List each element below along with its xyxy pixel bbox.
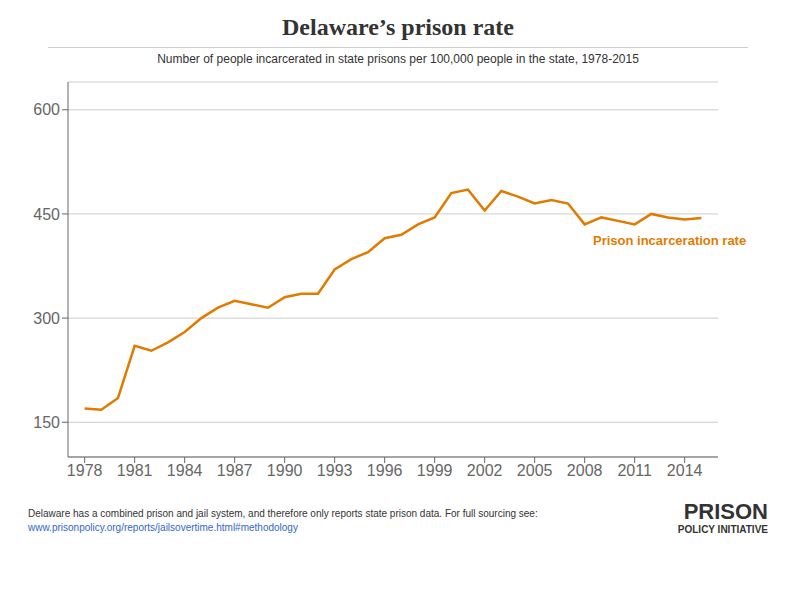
svg-text:450: 450	[33, 206, 60, 223]
html-text:Delaware has a combined prison: Delaware has a combined prison and jail …	[28, 508, 538, 519]
svg-text:150: 150	[33, 414, 60, 431]
svg-text:2005: 2005	[517, 462, 553, 479]
html-text:PRISON: PRISON	[683, 499, 768, 524]
svg-text:2002: 2002	[467, 462, 503, 479]
svg-text:2011: 2011	[617, 462, 652, 479]
html-text:www.prisonpolicy.org/reports/j: www.prisonpolicy.org/reports/jailsoverti…	[28, 522, 298, 533]
svg-text:600: 600	[33, 101, 60, 118]
svg-text:1984: 1984	[167, 462, 203, 479]
html-text:Number of people incarcerated: Number of people incarcerated in state p…	[157, 52, 639, 66]
html-text:POLICY INITIATIVE: POLICY INITIATIVE	[677, 524, 768, 535]
svg-text:1996: 1996	[367, 462, 403, 479]
html-text:Delaware’s prison rate: Delaware’s prison rate	[282, 14, 514, 40]
svg-text:1990: 1990	[267, 462, 303, 479]
svg-text:1993: 1993	[317, 462, 353, 479]
svg-text:1999: 1999	[417, 462, 453, 479]
svg-text:1981: 1981	[117, 462, 153, 479]
svg-text:1987: 1987	[217, 462, 253, 479]
svg-text:300: 300	[33, 310, 60, 327]
svg-text:Prison incarceration rate: Prison incarceration rate	[593, 233, 746, 248]
svg-text:2008: 2008	[567, 462, 603, 479]
svg-text:2014: 2014	[667, 462, 703, 479]
svg-text:1978: 1978	[67, 462, 103, 479]
